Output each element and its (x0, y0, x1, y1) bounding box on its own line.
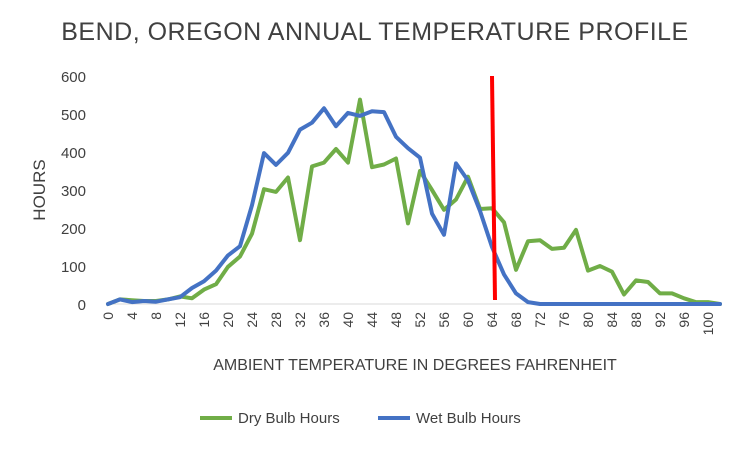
x-tick-label: 96 (676, 312, 692, 328)
x-tick-label: 68 (508, 312, 524, 328)
x-tick-label: 24 (244, 312, 260, 328)
series-line-wet-bulb (106, 106, 722, 306)
y-tick-label: 300 (61, 183, 86, 200)
x-tick-label: 28 (268, 312, 284, 328)
y-tick-label: 100 (61, 259, 86, 276)
y-tick-label: 600 (61, 69, 86, 86)
chart-title: BEND, OREGON ANNUAL TEMPERATURE PROFILE (61, 18, 689, 46)
annotation-layer (490, 75, 497, 301)
x-axis: 0 4 8 12 16 20 24 28 32 36 40 44 48 52 56 60 64 68 72 76 80 8… (100, 303, 720, 336)
x-tick-label: 4 (124, 312, 140, 320)
x-tick-label: 52 (412, 312, 428, 328)
x-tick-label: 72 (532, 312, 548, 328)
series-line-dry-bulb (106, 97, 722, 306)
y-tick-label: 0 (78, 297, 86, 314)
x-tick-label: 84 (604, 312, 620, 328)
x-tick-label: 60 (460, 312, 476, 328)
x-axis-label: AMBIENT TEMPERATURE IN DEGREES FAHRENHEI… (213, 357, 617, 374)
x-tick-label: 40 (340, 312, 356, 328)
x-tick-label: 80 (580, 312, 596, 328)
y-axis: 0 100 200 300 400 500 600 (61, 69, 86, 314)
x-tick-label: 48 (388, 312, 404, 328)
x-tick-label: 64 (484, 312, 500, 328)
x-tick-label: 32 (292, 312, 308, 328)
x-tick-label: 16 (196, 312, 212, 328)
x-tick-label: 56 (436, 312, 452, 328)
threshold-line (490, 75, 497, 301)
legend-item-wet-bulb: Wet Bulb Hours (378, 410, 521, 427)
y-tick-label: 200 (61, 221, 86, 238)
legend: Dry Bulb Hours Wet Bulb Hours (200, 410, 521, 427)
y-tick-label: 500 (61, 107, 86, 124)
y-axis-label: HOURS (30, 159, 49, 220)
legend-item-dry-bulb: Dry Bulb Hours (200, 410, 340, 427)
x-tick-label: 92 (652, 312, 668, 328)
x-tick-label: 12 (172, 312, 188, 328)
x-tick-label: 76 (556, 312, 572, 328)
x-tick-label: 88 (628, 312, 644, 328)
y-tick-label: 400 (61, 145, 86, 162)
series-layer (106, 97, 722, 306)
x-tick-label: 20 (220, 312, 236, 328)
x-tick-label: 0 (100, 312, 116, 320)
x-tick-label: 100 (700, 312, 716, 336)
legend-label: Wet Bulb Hours (416, 410, 521, 427)
x-tick-label: 44 (364, 312, 380, 328)
x-tick-label: 8 (148, 312, 164, 320)
legend-label: Dry Bulb Hours (238, 410, 340, 427)
x-tick-label: 36 (316, 312, 332, 328)
